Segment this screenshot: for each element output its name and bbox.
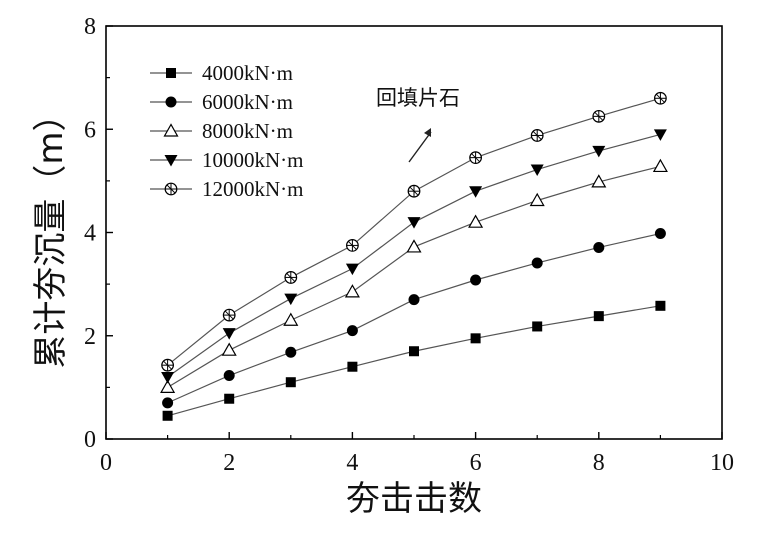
- data-point: [283, 312, 299, 326]
- data-point: [592, 145, 606, 158]
- annotation-arrow: [408, 128, 432, 163]
- data-point: [408, 294, 420, 306]
- legend-marker: [165, 96, 177, 108]
- legend-label: 10000kN·m: [202, 148, 304, 172]
- data-point: [284, 271, 298, 284]
- y-tick-label: 6: [84, 117, 96, 143]
- series-4: [161, 129, 667, 384]
- data-point: [654, 91, 667, 105]
- data-point: [285, 346, 297, 358]
- data-point: [161, 358, 175, 372]
- data-point: [161, 372, 175, 384]
- series-3: [160, 158, 668, 393]
- y-tick-label: 0: [84, 427, 96, 453]
- y-tick-label: 8: [84, 14, 96, 40]
- data-point: [470, 274, 482, 286]
- x-tick-label: 2: [223, 450, 235, 476]
- annotation-label: 回填片石: [376, 86, 460, 110]
- series-5: [161, 91, 667, 372]
- legend-entry: 8000kN·m: [150, 119, 293, 143]
- data-point: [409, 346, 419, 357]
- data-point: [529, 192, 545, 207]
- data-point: [222, 308, 236, 322]
- data-point: [469, 151, 483, 165]
- data-point: [285, 377, 296, 388]
- data-point: [531, 257, 543, 269]
- data-point: [162, 410, 173, 421]
- data-point: [593, 241, 605, 253]
- data-point: [469, 186, 483, 198]
- ticks-layer: 0 2 4 6 8 10 0 2 4 6 8: [84, 14, 734, 476]
- x-tick-label: 4: [346, 450, 358, 476]
- data-point: [655, 300, 666, 311]
- data-point: [160, 379, 176, 393]
- x-axis-title: 夯击击数: [346, 479, 482, 519]
- legend-entry: 12000kN·m: [150, 177, 304, 201]
- data-point: [532, 321, 543, 332]
- data-point: [347, 361, 358, 372]
- legend-entry: 6000kN·m: [150, 90, 293, 114]
- data-point: [530, 164, 544, 177]
- data-point: [653, 129, 667, 141]
- series-2: [162, 228, 666, 409]
- legend-label: 4000kN·m: [202, 61, 293, 85]
- data-point: [162, 397, 174, 409]
- data-point: [222, 328, 236, 340]
- series-line: [167, 305, 661, 417]
- legend: 4000kN·m 6000kN·m 8000kN·m 10000kN·m 12000kN…: [150, 61, 304, 201]
- data-point: [346, 325, 358, 337]
- series-1: [162, 300, 666, 421]
- data-point: [407, 184, 421, 198]
- data-point: [221, 342, 237, 356]
- legend-marker: [163, 123, 179, 137]
- y-tick-label: 2: [84, 324, 96, 350]
- data-point: [344, 284, 360, 298]
- data-point: [406, 239, 422, 253]
- data-point: [592, 109, 606, 123]
- legend-marker: [166, 68, 176, 78]
- data-point: [652, 158, 668, 173]
- legend-entry: 10000kN·m: [150, 148, 304, 172]
- x-tick-label: 0: [100, 450, 112, 476]
- data-point: [468, 214, 484, 228]
- x-tick-label: 8: [593, 450, 605, 476]
- data-point: [223, 370, 235, 382]
- data-point: [654, 228, 666, 240]
- data-point: [284, 293, 298, 306]
- legend-label: 6000kN·m: [202, 90, 293, 114]
- x-tick-label: 10: [710, 450, 734, 476]
- y-axis-title: 累计夯沉量（m）: [31, 97, 71, 368]
- data-point: [407, 217, 421, 229]
- data-point: [593, 311, 604, 322]
- data-point: [530, 129, 544, 142]
- x-tick-label: 6: [470, 450, 482, 476]
- legend-marker: [164, 182, 178, 196]
- data-point: [224, 393, 235, 404]
- data-point: [470, 333, 481, 344]
- data-point: [345, 263, 359, 276]
- data-point: [346, 239, 359, 252]
- legend-entry: 4000kN·m: [150, 61, 293, 85]
- series-layer: [160, 91, 668, 421]
- y-tick-label: 4: [84, 221, 96, 247]
- data-point: [591, 174, 607, 188]
- legend-label: 12000kN·m: [202, 177, 304, 201]
- legend-marker: [164, 155, 178, 167]
- legend-label: 8000kN·m: [202, 119, 293, 143]
